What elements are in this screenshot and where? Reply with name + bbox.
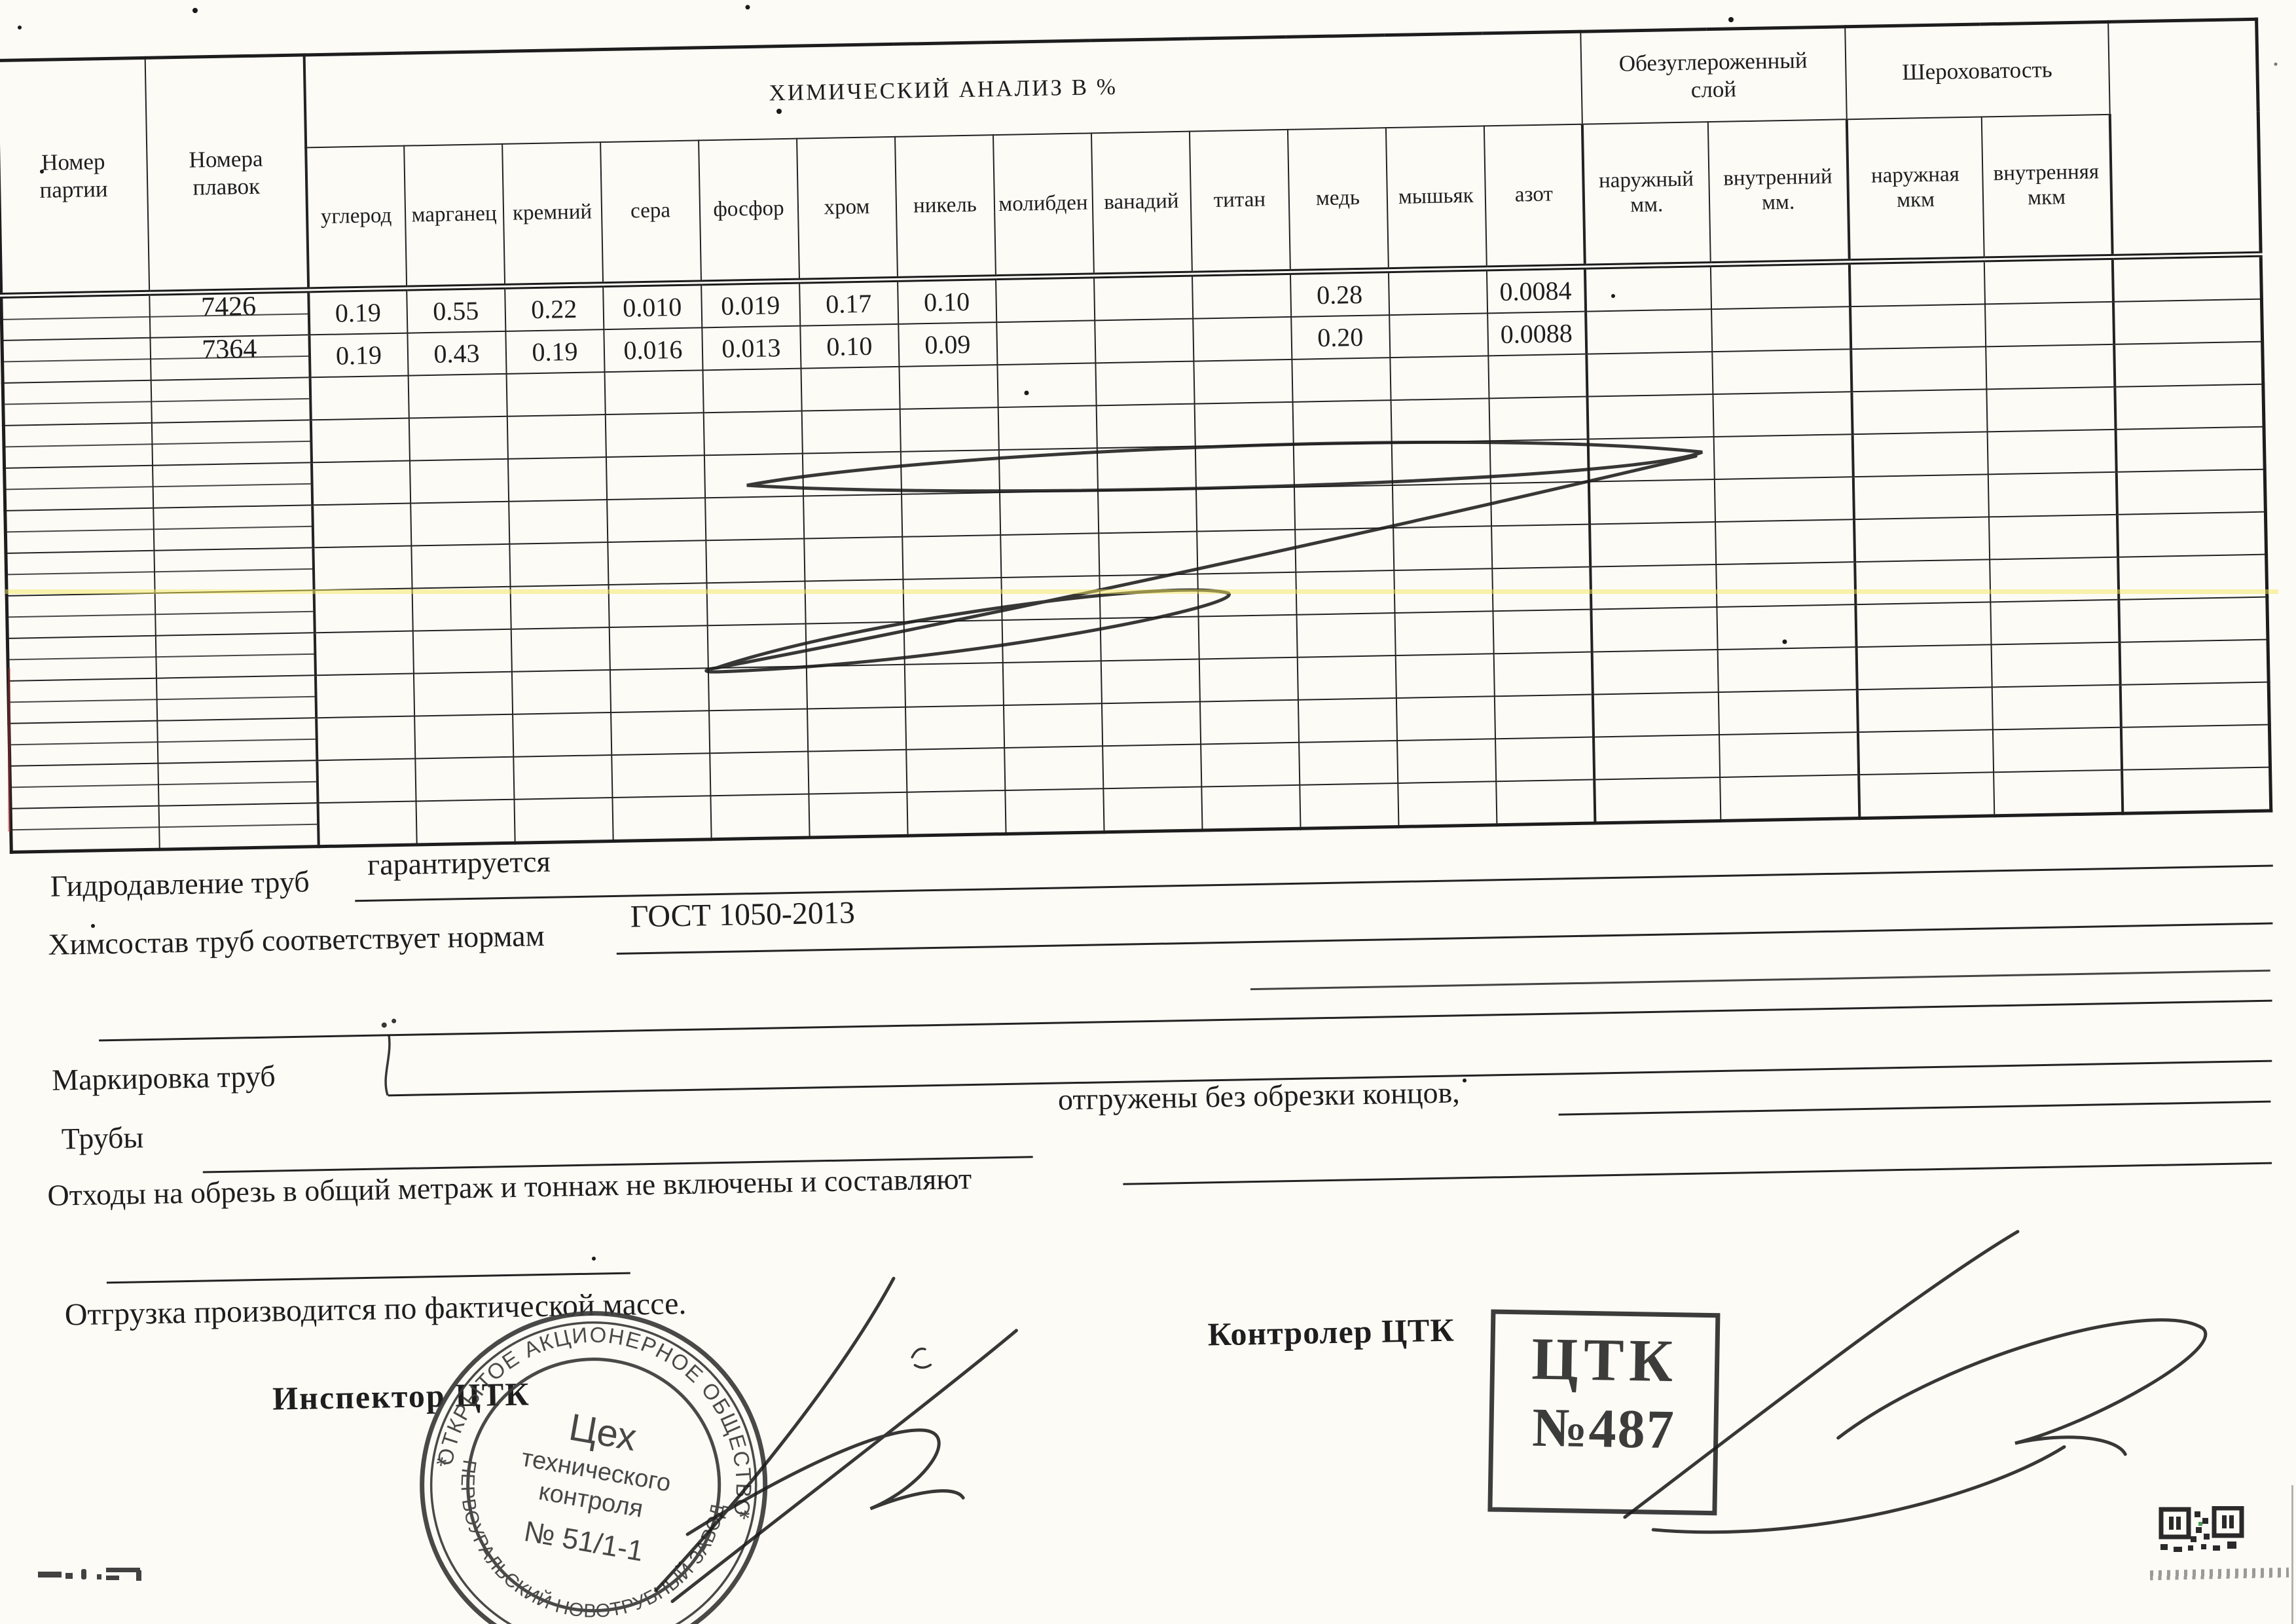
cutoff-text-fragment	[38, 1568, 141, 1581]
round-stamp: ОТКРЫТОЕ АКЦИОНЕРНОЕ ОБЩЕСТВО «ПЕРВОУРАЛ…	[377, 1265, 782, 1624]
scan-edge-line	[2291, 1485, 2293, 1624]
stamp-mid-ring	[429, 1321, 757, 1624]
table-scribble	[746, 440, 1703, 493]
inspector-signature	[685, 1428, 965, 1536]
scanner-highlight-line	[5, 589, 2278, 594]
stamp-outer-ring	[420, 1311, 768, 1624]
pen-mark	[381, 1022, 387, 1028]
scan-color-artifact	[8, 668, 10, 832]
table-scribble	[704, 588, 1231, 674]
controller-signature	[1651, 1445, 2066, 1534]
controller-signature	[1623, 1230, 2020, 1519]
datamatrix-mark	[2159, 1506, 2244, 1552]
datamatrix-finder	[2212, 1506, 2244, 1538]
stamp-inner-ring	[466, 1357, 721, 1613]
pen-mark	[911, 1347, 932, 1369]
inspector-signature	[654, 1276, 896, 1593]
inspector-signature	[670, 1329, 1018, 1604]
datamatrix-finder	[2159, 1507, 2191, 1540]
table-scribble	[714, 454, 1698, 670]
pen-mark	[392, 1018, 397, 1024]
controller-signature	[1836, 1318, 2208, 1456]
pen-mark	[384, 1034, 391, 1096]
